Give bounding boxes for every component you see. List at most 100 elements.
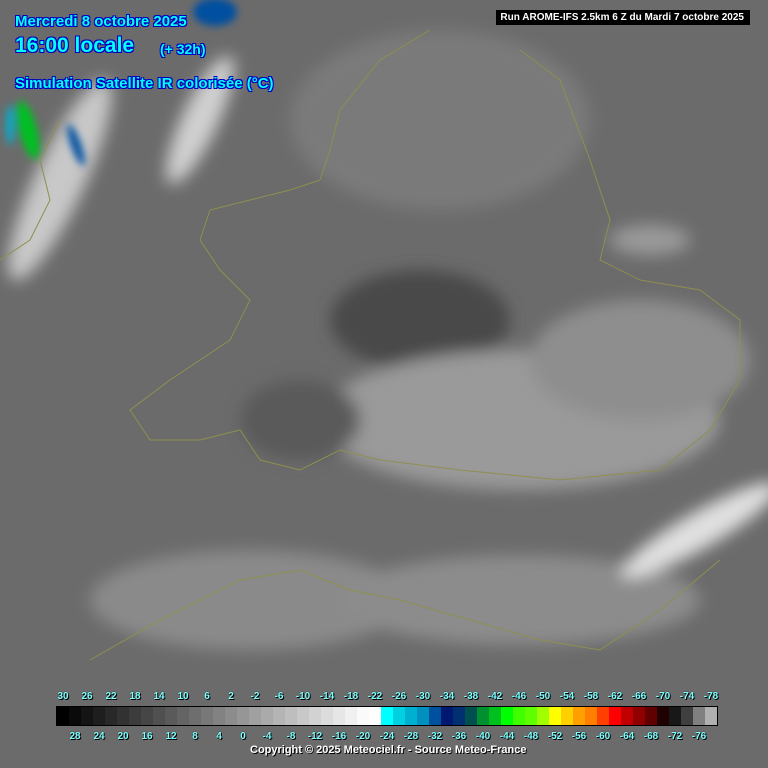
legend-swatch (117, 707, 129, 725)
legend-swatch (645, 707, 657, 725)
legend-label-top: -78 (703, 691, 719, 702)
legend-label-top: -18 (343, 691, 359, 702)
legend-label-top: 6 (204, 691, 210, 702)
legend-swatch (309, 707, 321, 725)
legend-label-top: -74 (679, 691, 695, 702)
color-scale-legend (56, 706, 718, 726)
legend-swatch (681, 707, 693, 725)
legend-swatch (705, 707, 717, 725)
legend-label-bottom: 16 (141, 731, 153, 742)
legend-label-top: -14 (319, 691, 335, 702)
copyright: Copyright © 2025 Meteociel.fr - Source M… (250, 744, 527, 756)
legend-swatch (285, 707, 297, 725)
legend-label-bottom: -68 (643, 731, 659, 742)
legend-swatch (225, 707, 237, 725)
legend-label-bottom: -76 (691, 731, 707, 742)
legend-swatch (693, 707, 705, 725)
legend-label-bottom: 4 (216, 731, 222, 742)
legend-swatch (57, 707, 69, 725)
legend-label-bottom: -8 (286, 731, 296, 742)
legend-swatch (453, 707, 465, 725)
legend-swatch (501, 707, 513, 725)
legend-label-bottom: 8 (192, 731, 198, 742)
legend-label-top: -2 (250, 691, 260, 702)
legend-label-bottom: -24 (379, 731, 395, 742)
legend-swatch (333, 707, 345, 725)
legend-label-bottom: 20 (117, 731, 129, 742)
legend-label-bottom: 12 (165, 731, 177, 742)
legend-swatch (249, 707, 261, 725)
legend-label-top: -70 (655, 691, 671, 702)
legend-label-bottom: -72 (667, 731, 683, 742)
legend-label-top: 2 (228, 691, 234, 702)
legend-label-bottom: -52 (547, 731, 563, 742)
legend-swatch (549, 707, 561, 725)
legend-label-top: 30 (57, 691, 69, 702)
cloud-field (8, 30, 768, 650)
legend-label-bottom: -20 (355, 731, 371, 742)
legend-swatch (417, 707, 429, 725)
legend-swatch (585, 707, 597, 725)
legend-label-top: -58 (583, 691, 599, 702)
legend-label-top: -38 (463, 691, 479, 702)
legend-swatch (321, 707, 333, 725)
legend-label-bottom: -48 (523, 731, 539, 742)
legend-label-top: -42 (487, 691, 503, 702)
legend-swatch (537, 707, 549, 725)
legend-label-top: 14 (153, 691, 165, 702)
legend-label-top: -62 (607, 691, 623, 702)
legend-label-bottom: -28 (403, 731, 419, 742)
legend-label-top: -34 (439, 691, 455, 702)
legend-swatch (357, 707, 369, 725)
legend-swatch (105, 707, 117, 725)
legend-label-top: -26 (391, 691, 407, 702)
cold-cloud-tops (6, 0, 237, 166)
legend-swatch (393, 707, 405, 725)
forecast-date: Mercredi 8 octobre 2025 (15, 13, 187, 30)
legend-swatch (261, 707, 273, 725)
legend-label-bottom: -16 (331, 731, 347, 742)
legend-label-bottom: 0 (240, 731, 246, 742)
legend-swatch (381, 707, 393, 725)
legend-swatch (153, 707, 165, 725)
legend-swatch (573, 707, 585, 725)
legend-swatch (189, 707, 201, 725)
legend-swatch (609, 707, 621, 725)
legend-swatch (513, 707, 525, 725)
legend-swatch (237, 707, 249, 725)
legend-label-top: -6 (274, 691, 284, 702)
legend-label-bottom: -36 (451, 731, 467, 742)
legend-swatch (69, 707, 81, 725)
legend-label-bottom: -56 (571, 731, 587, 742)
coastlines (0, 29, 741, 661)
legend-swatch (489, 707, 501, 725)
legend-label-top: -66 (631, 691, 647, 702)
legend-label-bottom: -64 (619, 731, 635, 742)
legend-label-bottom: -12 (307, 731, 323, 742)
legend-swatch (81, 707, 93, 725)
legend-swatch (477, 707, 489, 725)
legend-label-bottom: -60 (595, 731, 611, 742)
legend-swatch (213, 707, 225, 725)
legend-swatch (129, 707, 141, 725)
legend-label-top: -30 (415, 691, 431, 702)
legend-label-top: -10 (295, 691, 311, 702)
forecast-time: 16:00 locale (15, 34, 135, 57)
legend-label-bottom: -44 (499, 731, 515, 742)
legend-swatch (633, 707, 645, 725)
legend-swatch (177, 707, 189, 725)
legend-swatch (525, 707, 537, 725)
legend-label-bottom: -40 (475, 731, 491, 742)
legend-swatch (429, 707, 441, 725)
legend-label-bottom: -4 (262, 731, 272, 742)
legend-label-top: 10 (177, 691, 189, 702)
legend-swatch (93, 707, 105, 725)
legend-swatch (345, 707, 357, 725)
legend-label-top: -46 (511, 691, 527, 702)
legend-label-bottom: 28 (69, 731, 81, 742)
legend-swatch (273, 707, 285, 725)
legend-label-top: 26 (81, 691, 93, 702)
forecast-lead-time: (+ 32h) (160, 41, 206, 57)
legend-swatch (405, 707, 417, 725)
